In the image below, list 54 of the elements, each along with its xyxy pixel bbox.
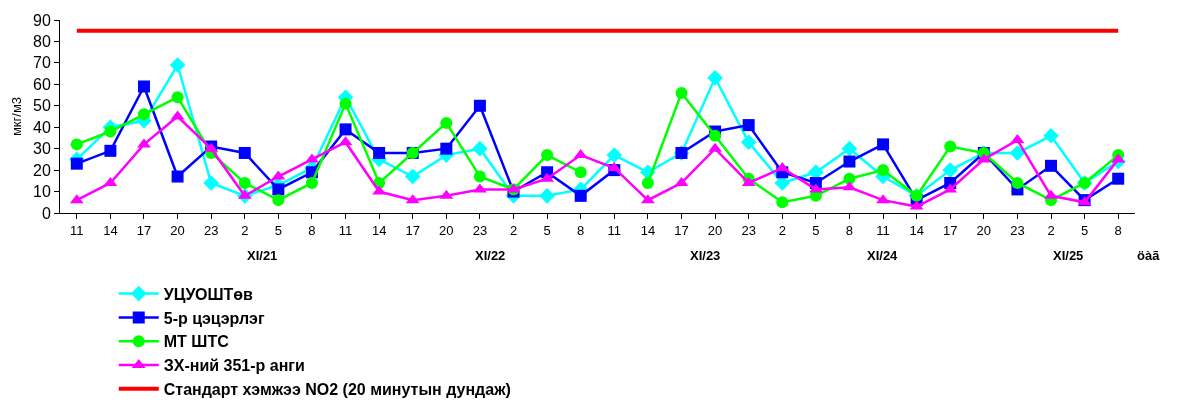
x-tick-label: 14 (640, 222, 656, 238)
x-tick-label: 11 (876, 222, 890, 238)
x-tick-label: 5 (1080, 222, 1089, 238)
x-tick-label: 23 (472, 222, 488, 238)
x-tick-label: 17 (943, 222, 958, 238)
x-tick-label: 8 (308, 222, 316, 238)
text: XI/25 (1053, 248, 1084, 263)
x-tick-label: 14 (909, 222, 924, 238)
x-tick-label: 5 (274, 222, 282, 238)
x-tick-label: 2 (509, 222, 518, 238)
y-tick-label: 10 (33, 183, 51, 201)
x-tick-label: 23 (1010, 222, 1025, 238)
x-tick-label: 20 (170, 222, 185, 238)
x-tick-label: 17 (674, 222, 689, 238)
x-tick-label: 14 (103, 222, 118, 238)
text: XI/21 (247, 248, 278, 263)
x-tick-label: 14 (371, 222, 387, 238)
text: XI/24 (867, 248, 899, 263)
x-tick-label: 20 (439, 222, 454, 238)
text: XI/22 (475, 248, 506, 263)
y-tick-label: 80 (33, 33, 51, 51)
x-tick-label: 23 (741, 222, 756, 238)
y-tick-label: 60 (33, 75, 51, 93)
x-tick-label: 11 (338, 222, 353, 238)
legend-label: 5-р цэцэрлэг (163, 309, 265, 327)
x-tick-label: 2 (1047, 222, 1055, 238)
x-tick-label: 17 (405, 222, 420, 238)
legend-label: ЗХ-ний 351-р анги (163, 357, 305, 375)
x-tick-label: 8 (577, 222, 585, 238)
y-tick-label: 90 (33, 11, 51, 29)
x-tick-label: 5 (543, 222, 551, 238)
legend-label: МТ ШТС (163, 333, 230, 351)
y-tick-label: 30 (33, 140, 51, 158)
y-tick-label: 50 (33, 97, 51, 115)
x-tick-label: 5 (812, 222, 820, 238)
x-tick-label: 8 (845, 222, 854, 238)
x-tick-label: 20 (707, 222, 723, 238)
x-tick-label: 11 (607, 222, 622, 238)
x-tick-label: 17 (136, 222, 152, 238)
x-tick-label: 8 (1114, 222, 1122, 238)
text: öàã (1137, 248, 1161, 263)
y-tick-label: 0 (41, 204, 51, 222)
x-tick-label: 2 (241, 222, 249, 238)
legend-label: УЦУОШТөв (163, 285, 254, 303)
y-tick-label: 70 (33, 54, 51, 72)
y-tick-label: 20 (33, 161, 51, 179)
x-tick-label: 23 (203, 222, 219, 238)
y-axis-title: мкг/м3 (8, 96, 24, 137)
x-tick-label: 11 (70, 222, 84, 238)
y-tick-label: 40 (33, 118, 51, 136)
x-tick-label: 20 (976, 222, 992, 238)
legend-label: Стандарт хэмжээ NO2 (20 минутын дундаж) (163, 381, 511, 399)
text: XI/23 (690, 248, 721, 263)
x-tick-label: 2 (778, 222, 786, 238)
